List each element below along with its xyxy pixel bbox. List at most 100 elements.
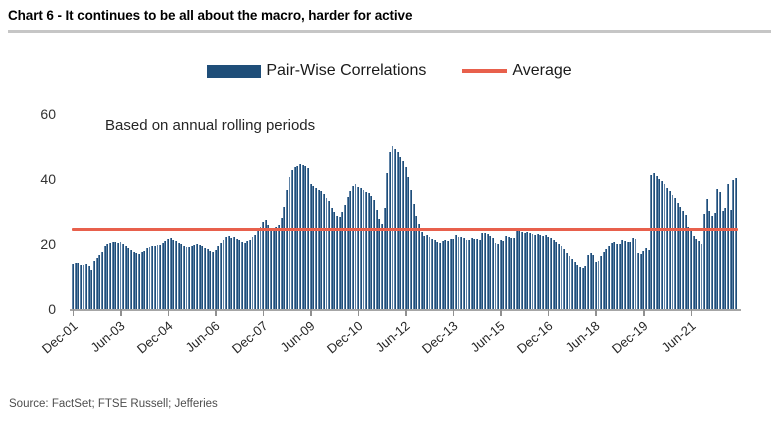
bar (262, 222, 265, 309)
bar (666, 188, 669, 309)
bar (359, 188, 362, 309)
x-tick (690, 309, 692, 316)
bar (314, 188, 317, 309)
x-tick-label: Jun-18 (562, 318, 604, 356)
bar (333, 212, 336, 309)
bar (87, 266, 90, 309)
bar (729, 209, 732, 309)
bar (362, 189, 365, 309)
bar (726, 184, 729, 309)
bar (679, 206, 682, 309)
bar (177, 243, 180, 309)
bar (573, 262, 576, 309)
bar (230, 237, 233, 309)
bar (629, 242, 632, 309)
bar (576, 264, 579, 309)
bar (555, 242, 558, 309)
bar (206, 249, 209, 309)
bar (711, 216, 713, 309)
x-tick (357, 309, 360, 316)
bar (478, 239, 481, 309)
bar (470, 237, 473, 309)
bar (510, 237, 513, 309)
bar (544, 234, 547, 309)
bar (531, 234, 534, 309)
bar (439, 242, 441, 309)
bar (344, 204, 346, 309)
bar (515, 230, 518, 309)
bar (671, 194, 674, 309)
bar (550, 238, 552, 309)
bar (299, 164, 302, 309)
bar (217, 246, 220, 309)
bar (431, 239, 434, 309)
bar (655, 176, 658, 309)
bar (518, 231, 521, 309)
source-note: Source: FactSet; FTSE Russell; Jefferies (9, 398, 218, 410)
x-tick (72, 309, 74, 316)
bar (528, 233, 531, 309)
bar (650, 174, 653, 309)
average-line (72, 228, 738, 231)
x-tick (595, 309, 597, 316)
bar (338, 217, 341, 309)
bar (447, 241, 449, 309)
legend: Pair-Wise Correlations Average (0, 62, 779, 80)
bar (381, 223, 383, 309)
bar (708, 211, 711, 309)
bar (373, 199, 375, 309)
bar (225, 237, 228, 309)
bar (79, 264, 82, 309)
bar (534, 234, 537, 309)
bar (143, 250, 146, 309)
bar (473, 238, 476, 309)
bar (639, 254, 642, 309)
x-tick (120, 309, 122, 316)
bar (539, 235, 542, 309)
bar (542, 236, 544, 309)
bar (114, 242, 117, 309)
x-tick-label: Jun-12 (372, 318, 413, 356)
bar (568, 255, 571, 309)
x-tick-label: Jun-06 (182, 318, 223, 356)
bar (613, 242, 616, 309)
bar (74, 262, 77, 309)
x-tick (405, 309, 407, 316)
bar (610, 243, 613, 309)
bar (367, 193, 370, 309)
bar (668, 191, 671, 309)
bar (513, 237, 515, 309)
bar (462, 237, 465, 309)
bar (415, 215, 418, 309)
bar (307, 168, 309, 309)
bar (304, 166, 307, 309)
bar (594, 261, 597, 309)
bar (233, 237, 235, 309)
bar (695, 239, 698, 309)
bar (103, 246, 106, 309)
bar (571, 258, 574, 309)
x-tick (500, 309, 502, 316)
bar (167, 238, 169, 309)
bar (209, 250, 212, 309)
bar (602, 252, 605, 309)
bar (93, 261, 96, 309)
bar (732, 180, 735, 309)
x-tick-label: Dec-07 (228, 318, 271, 357)
bar (645, 248, 647, 309)
bar (441, 240, 444, 309)
bar (634, 238, 637, 309)
bar (90, 270, 93, 309)
bar (116, 243, 119, 309)
bar (312, 186, 315, 309)
bar (489, 236, 492, 309)
bar (491, 237, 494, 309)
bar (293, 167, 296, 309)
y-tick-label: 40 (40, 171, 56, 187)
bar (145, 248, 148, 309)
bar (280, 218, 283, 309)
bar (227, 236, 230, 309)
bar (623, 241, 626, 309)
bar (185, 246, 188, 309)
bar (502, 241, 505, 309)
